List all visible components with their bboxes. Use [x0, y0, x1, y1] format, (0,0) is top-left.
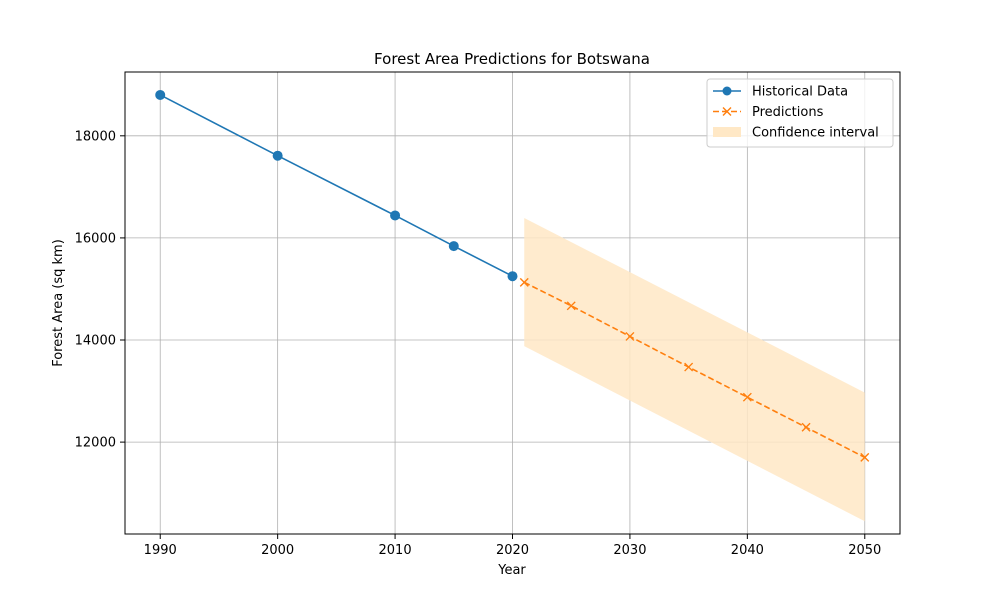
y-axis-label: Forest Area (sq km) [51, 239, 66, 367]
legend-entry: Historical Data [713, 85, 848, 100]
marker-stroke [566, 301, 576, 311]
marker-stroke [625, 331, 635, 341]
legend-marker [722, 86, 732, 96]
legend-marker [722, 107, 732, 116]
legend-label: Historical Data [752, 85, 848, 100]
legend-label: Predictions [752, 105, 824, 120]
data-point [448, 241, 459, 252]
series-layer [155, 89, 870, 462]
data-point [566, 301, 576, 311]
x-tick-label: 2050 [848, 543, 881, 558]
x-tick-label: 2040 [731, 543, 764, 558]
data-point [801, 422, 811, 432]
data-point [155, 89, 166, 100]
data-point [390, 210, 401, 221]
marker-stroke [684, 362, 694, 372]
chart-title: Forest Area Predictions for Botswana [374, 50, 650, 68]
legend-entry: Predictions [713, 105, 824, 120]
legend-box [706, 78, 894, 148]
marker-stroke [742, 392, 752, 402]
legend-label: Confidence interval [752, 126, 879, 141]
x-tick-label: 1990 [144, 543, 177, 558]
marker-stroke [801, 422, 811, 432]
x-tick-label: 2020 [496, 543, 529, 558]
legend-entry: Confidence interval [713, 126, 879, 141]
legend-patch [713, 127, 741, 137]
y-tick-label: 18000 [75, 129, 116, 144]
data-point [519, 277, 529, 287]
legend: Historical Data Predictions Confidence int… [706, 78, 894, 148]
x-tick-label: 2000 [261, 543, 294, 558]
ticks: 1990 2000 2010 2020 2030 2040 2050 12000 14000 16… [75, 129, 882, 558]
marker-stroke [519, 277, 529, 287]
x-axis-label: Year [497, 563, 526, 578]
data-point [860, 452, 870, 462]
y-tick-label: 14000 [75, 334, 116, 349]
data-point [742, 392, 752, 402]
data-point [625, 331, 635, 341]
y-tick-label: 12000 [75, 436, 116, 451]
x-tick-label: 2010 [379, 543, 412, 558]
data-point [272, 150, 283, 161]
y-tick-label: 16000 [75, 231, 116, 246]
data-point [507, 271, 518, 282]
data-point [684, 362, 694, 372]
x-tick-label: 2030 [613, 543, 646, 558]
marker-stroke [860, 452, 870, 462]
